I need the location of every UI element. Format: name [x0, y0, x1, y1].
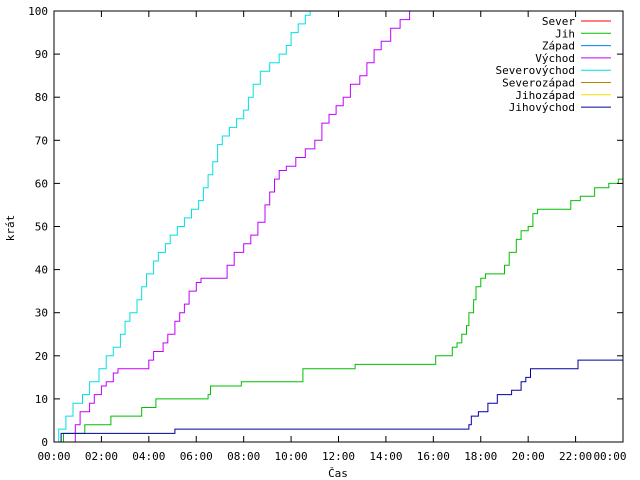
x-tick-label: 04:00 [132, 450, 165, 463]
legend-label: Severovýchod [496, 64, 575, 77]
series-line-3 [73, 11, 411, 443]
y-tick-label: 10 [35, 393, 48, 406]
legend-label: Západ [542, 40, 575, 53]
legend-label: Jih [555, 27, 575, 40]
ticks: 0 10 20 30 40 50 60 70 80 90 100 00:00 02:00 04:00 06:… [28, 5, 626, 463]
x-tick-label: 10:00 [275, 450, 308, 463]
series-line-7 [58, 359, 623, 443]
x-tick-label: 00:00 [37, 450, 70, 463]
y-tick-label: 60 [35, 177, 48, 190]
y-axis-label: krát [4, 215, 17, 242]
y-tick-label: 20 [35, 350, 48, 363]
legend-label: Jihozápad [515, 89, 575, 102]
x-tick-label: 06:00 [180, 450, 213, 463]
x-tick-label: 16:00 [417, 450, 450, 463]
series-line-1 [61, 170, 624, 443]
legend-label: Sever [542, 15, 575, 28]
y-tick-label: 100 [28, 5, 48, 18]
legend: SeverJihZápadVýchodSeverovýchodSeverozáp… [496, 15, 611, 114]
x-tick-label: 18:00 [464, 450, 497, 463]
x-tick-label: 12:00 [322, 450, 355, 463]
y-tick-label: 50 [35, 221, 48, 234]
x-axis-label: Čas [328, 467, 348, 480]
x-tick-label: 02:00 [85, 450, 118, 463]
x-tick-label: 20:00 [512, 450, 545, 463]
y-tick-label: 90 [35, 48, 48, 61]
y-tick-label: 80 [35, 91, 48, 104]
y-tick-label: 40 [35, 264, 48, 277]
legend-label: Severozápad [502, 77, 575, 90]
x-tick-label: 00:00 [593, 450, 626, 463]
legend-label: Východ [535, 52, 575, 65]
x-tick-label: 08:00 [227, 450, 260, 463]
legend-label: Jihovýchod [509, 101, 575, 114]
y-tick-label: 30 [35, 307, 48, 320]
series-line-4 [54, 11, 311, 443]
y-tick-label: 70 [35, 134, 48, 147]
y-tick-label: 0 [41, 436, 48, 449]
x-tick-label: 22:00 [559, 450, 592, 463]
plot-lines [54, 11, 624, 443]
x-tick-label: 14:00 [369, 450, 402, 463]
